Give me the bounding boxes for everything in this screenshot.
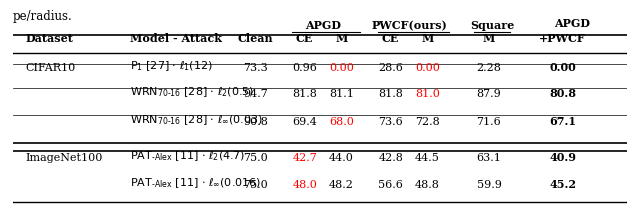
- Text: 81.1: 81.1: [329, 89, 354, 99]
- Text: 48.8: 48.8: [415, 180, 440, 190]
- Text: M: M: [421, 33, 434, 44]
- Text: Square: Square: [470, 20, 514, 31]
- Text: $\mathrm{PAT_{\text{-}Alex}}$ [11] $\cdot$ $\ell_\infty(0.016)$: $\mathrm{PAT_{\text{-}Alex}}$ [11] $\cdo…: [129, 176, 260, 190]
- Text: 59.9: 59.9: [477, 180, 501, 190]
- Text: Dataset: Dataset: [25, 33, 73, 44]
- Text: 72.8: 72.8: [415, 117, 440, 127]
- Text: pe/radius.: pe/radius.: [13, 10, 72, 23]
- Text: 68.0: 68.0: [329, 117, 354, 127]
- Text: 67.1: 67.1: [549, 116, 576, 127]
- Text: 0.00: 0.00: [329, 63, 354, 73]
- Text: 80.8: 80.8: [549, 88, 576, 99]
- Text: PWCF(ours): PWCF(ours): [371, 20, 447, 31]
- Text: Model - Attack: Model - Attack: [129, 33, 221, 44]
- Text: APGD: APGD: [305, 20, 341, 31]
- Text: $\mathrm{PAT_{\text{-}Alex}}$ [11] $\cdot$ $\ell_2(4.7)$: $\mathrm{PAT_{\text{-}Alex}}$ [11] $\cdo…: [129, 149, 244, 163]
- Text: $\mathrm{P_1}$ [27] $\cdot$ $\ell_1(12)$: $\mathrm{P_1}$ [27] $\cdot$ $\ell_1(12)$: [129, 60, 212, 73]
- Text: APGD: APGD: [554, 18, 590, 29]
- Text: 75.0: 75.0: [243, 180, 268, 190]
- Text: $\mathrm{WRN_{70\text{-}16}}$ [28] $\cdot$ $\ell_\infty(0.03)$: $\mathrm{WRN_{70\text{-}16}}$ [28] $\cdo…: [129, 113, 262, 127]
- Text: 56.6: 56.6: [378, 180, 403, 190]
- Text: 48.0: 48.0: [292, 180, 317, 190]
- Text: $\mathrm{WRN_{70\text{-}16}}$ [28] $\cdot$ $\ell_2(0.5)$: $\mathrm{WRN_{70\text{-}16}}$ [28] $\cdo…: [129, 86, 254, 99]
- Text: 28.6: 28.6: [378, 63, 403, 73]
- Text: 40.9: 40.9: [549, 152, 576, 163]
- Text: 73.3: 73.3: [243, 63, 268, 73]
- Text: 45.2: 45.2: [549, 179, 576, 190]
- Text: 87.9: 87.9: [477, 89, 501, 99]
- Text: CE: CE: [382, 33, 399, 44]
- Text: 42.8: 42.8: [378, 153, 403, 163]
- Text: +PWCF: +PWCF: [540, 33, 586, 44]
- Text: CE: CE: [296, 33, 314, 44]
- Text: 90.8: 90.8: [243, 117, 268, 127]
- Text: Clean: Clean: [237, 33, 273, 44]
- Text: 73.6: 73.6: [378, 117, 403, 127]
- Text: 71.6: 71.6: [477, 117, 501, 127]
- Text: 0.00: 0.00: [549, 62, 576, 73]
- Text: 0.00: 0.00: [415, 63, 440, 73]
- Text: 94.7: 94.7: [243, 89, 268, 99]
- Text: 44.0: 44.0: [329, 153, 354, 163]
- Text: M: M: [335, 33, 348, 44]
- Text: 75.0: 75.0: [243, 153, 268, 163]
- Text: 2.28: 2.28: [477, 63, 501, 73]
- Text: M: M: [483, 33, 495, 44]
- Text: CIFAR10: CIFAR10: [25, 63, 76, 73]
- Text: 81.8: 81.8: [292, 89, 317, 99]
- Text: 63.1: 63.1: [477, 153, 501, 163]
- Text: ImageNet100: ImageNet100: [25, 153, 102, 163]
- Text: 44.5: 44.5: [415, 153, 440, 163]
- Text: 0.96: 0.96: [292, 63, 317, 73]
- Text: 48.2: 48.2: [329, 180, 354, 190]
- Text: 81.8: 81.8: [378, 89, 403, 99]
- Text: 81.0: 81.0: [415, 89, 440, 99]
- Text: 42.7: 42.7: [292, 153, 317, 163]
- Text: 69.4: 69.4: [292, 117, 317, 127]
